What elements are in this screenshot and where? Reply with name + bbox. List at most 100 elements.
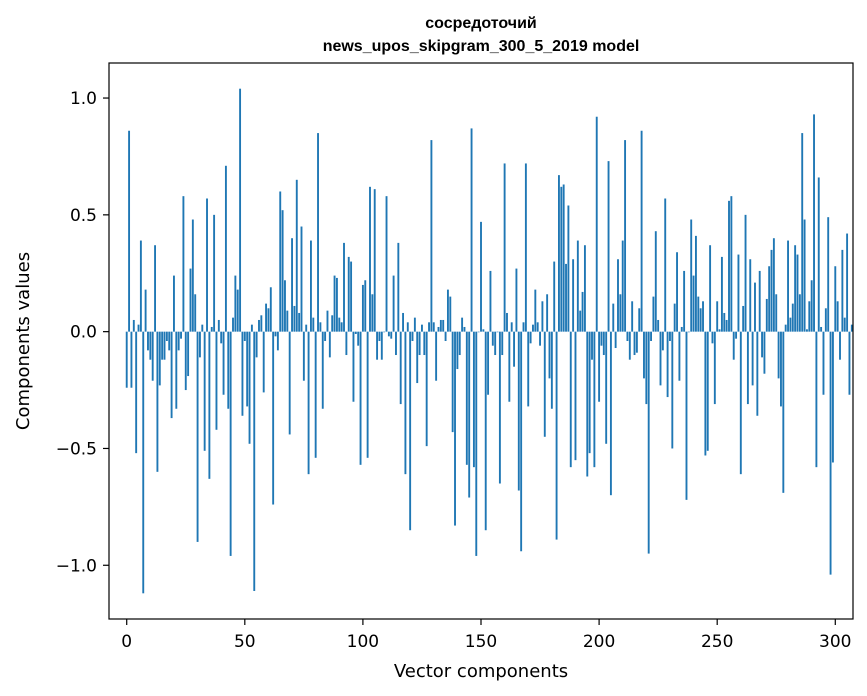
x-tick-label-250: 250 <box>701 632 733 652</box>
bar-203 <box>605 331 608 444</box>
bar-160 <box>503 163 506 332</box>
bar-11 <box>151 331 154 381</box>
bar-104 <box>371 294 374 332</box>
bar-5 <box>137 324 140 332</box>
bar-92 <box>343 242 345 332</box>
bar-275 <box>775 294 778 332</box>
bar-290 <box>810 280 813 332</box>
bar-243 <box>699 308 702 332</box>
bar-288 <box>806 329 808 332</box>
bar-269 <box>761 331 764 358</box>
bar-48 <box>239 88 242 332</box>
bar-34 <box>206 198 208 332</box>
bar-304 <box>843 317 846 332</box>
bar-19 <box>170 331 173 419</box>
bar-189 <box>572 259 575 332</box>
bar-193 <box>581 291 584 332</box>
y-axis-ticks: −1.0 −0.5 0.0 0.5 1.0 <box>56 89 109 576</box>
bar-71 <box>293 305 296 332</box>
bar-277 <box>780 331 782 407</box>
bar-239 <box>690 219 693 332</box>
bar-13 <box>156 331 159 472</box>
bar-118 <box>404 331 407 475</box>
bar-44 <box>229 331 232 556</box>
bar-103 <box>369 186 371 332</box>
bar-158 <box>498 331 501 484</box>
bar-217 <box>638 308 641 332</box>
bar-143 <box>463 326 466 332</box>
bar-201 <box>600 331 603 346</box>
bar-294 <box>820 326 823 332</box>
bar-245 <box>704 331 707 456</box>
bar-240 <box>692 275 695 332</box>
bar-244 <box>702 301 704 332</box>
bar-148 <box>475 331 478 556</box>
bar-95 <box>350 261 353 332</box>
bar-61 <box>269 287 272 332</box>
bar-198 <box>593 331 596 468</box>
bar-114 <box>395 331 397 356</box>
y-tick-label-3: 0.5 <box>70 206 97 226</box>
bar-3 <box>132 319 135 332</box>
bar-182 <box>555 331 558 540</box>
bar-176 <box>541 301 544 332</box>
bar-263 <box>746 331 749 405</box>
bar-257 <box>732 331 735 360</box>
x-tick-label-300: 300 <box>819 632 851 652</box>
bar-242 <box>697 296 700 332</box>
bar-94 <box>347 256 350 332</box>
bar-284 <box>796 254 799 332</box>
bar-15 <box>161 331 164 360</box>
y-tick-label-0: −1.0 <box>56 556 97 576</box>
bar-231 <box>671 331 674 449</box>
bar-196 <box>588 331 591 454</box>
bar-212 <box>626 331 629 341</box>
bar-69 <box>288 331 291 435</box>
bar-12 <box>154 245 156 332</box>
bar-207 <box>614 331 617 349</box>
bar-249 <box>713 331 716 405</box>
bar-258 <box>735 331 738 339</box>
bar-105 <box>373 189 376 332</box>
bar-127 <box>425 331 428 447</box>
bar-33 <box>203 331 206 451</box>
bar-17 <box>165 331 168 341</box>
bar-303 <box>841 249 844 332</box>
bar-157 <box>496 331 499 333</box>
bar-120 <box>409 331 412 531</box>
bar-52 <box>248 331 251 444</box>
bar-27 <box>189 268 192 332</box>
bar-299 <box>831 331 834 463</box>
bar-298 <box>829 331 832 575</box>
bar-169 <box>524 163 527 332</box>
bar-50 <box>243 331 246 341</box>
bar-206 <box>612 303 615 332</box>
bar-301 <box>836 301 839 332</box>
bar-187 <box>567 205 570 332</box>
bar-62 <box>272 331 275 505</box>
bar-195 <box>586 331 589 477</box>
bar-281 <box>789 317 792 332</box>
bar-266 <box>754 282 756 332</box>
bar-229 <box>666 331 669 398</box>
bar-164 <box>513 331 516 367</box>
bar-177 <box>543 331 546 437</box>
x-tick-label-150: 150 <box>465 632 497 652</box>
bar-213 <box>628 331 631 360</box>
bar-18 <box>168 331 171 351</box>
bar-296 <box>824 308 827 332</box>
bar-306 <box>848 331 851 395</box>
bar-83 <box>321 331 324 409</box>
bar-122 <box>413 317 416 332</box>
bar-82 <box>319 322 322 332</box>
bar-108 <box>380 331 383 360</box>
bar-150 <box>480 221 482 332</box>
bar-252 <box>720 256 723 332</box>
bar-25 <box>184 331 187 391</box>
bar-116 <box>399 331 402 405</box>
bar-106 <box>376 331 379 360</box>
bar-77 <box>307 331 310 475</box>
bar-305 <box>846 233 849 332</box>
bar-55 <box>255 331 258 358</box>
bar-14 <box>158 331 161 386</box>
